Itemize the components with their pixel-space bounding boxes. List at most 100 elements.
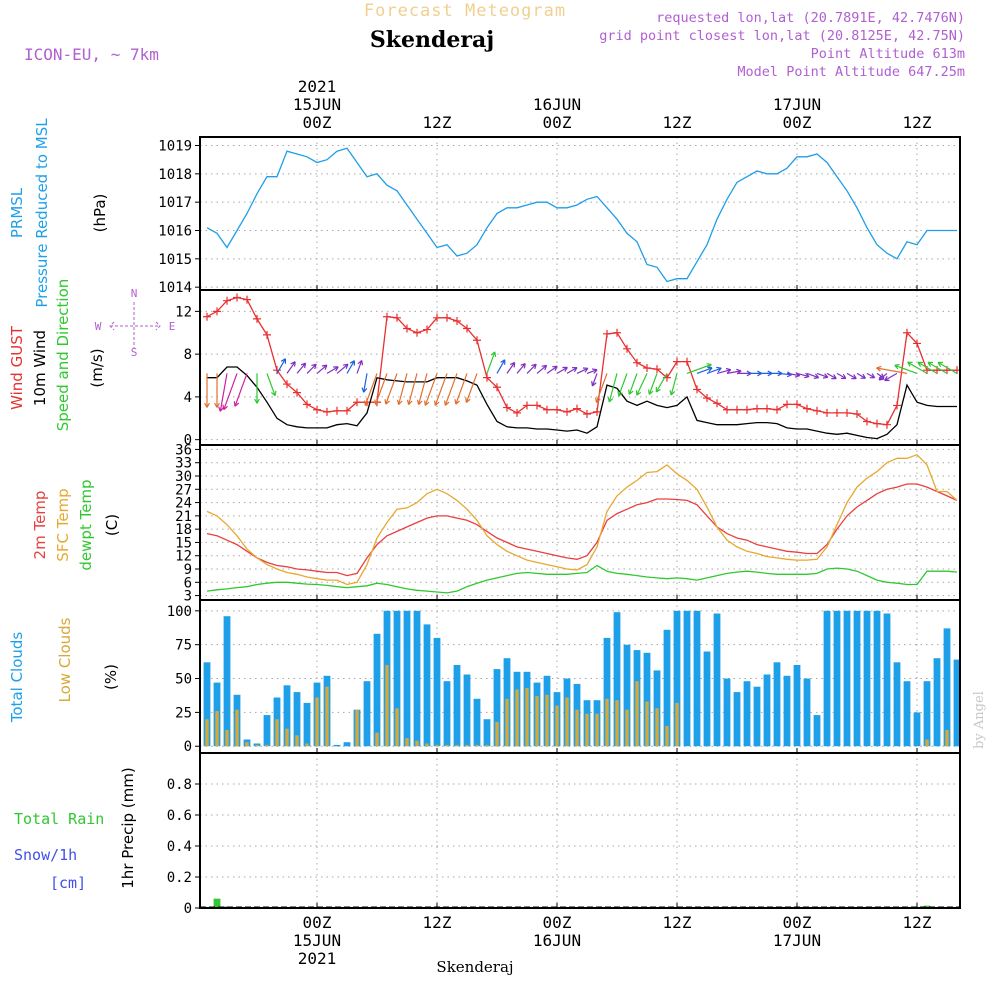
gust-marker [753, 404, 761, 413]
wind-direction-arrow [286, 361, 296, 374]
bar-low-clouds [945, 730, 949, 747]
gust-marker [593, 407, 601, 416]
bar-low-clouds [235, 709, 239, 747]
pressure-units: (hPa) [91, 194, 109, 233]
wind-direction-arrow [816, 372, 829, 379]
y-tick-label: 0.8 [167, 777, 192, 793]
gust-marker [393, 313, 401, 322]
bar-total-clouds [603, 637, 611, 747]
bar-total-clouds [943, 628, 951, 747]
y-tick-label: 1015 [158, 252, 192, 268]
y-tick-label: 24 [175, 496, 192, 512]
bar-low-clouds [215, 711, 219, 747]
bar-total-clouds [883, 613, 891, 747]
bar-total-clouds [623, 644, 631, 747]
bar-total-clouds [763, 674, 771, 747]
panel-frame [199, 752, 961, 909]
y-tick-label: 25 [175, 705, 192, 721]
gust-marker [813, 406, 821, 415]
bar-low-clouds [265, 744, 269, 747]
bar-low-clouds [495, 721, 499, 747]
y-tick-label: 18 [175, 522, 192, 538]
wind-direction-arrow [686, 363, 712, 374]
y-tick-label: 1019 [158, 139, 192, 155]
wind-gust-label: Wind GUST [8, 325, 26, 410]
gust-marker [603, 329, 611, 338]
gust-marker [523, 401, 531, 410]
gust-marker [543, 405, 551, 414]
bar-low-clouds [275, 719, 279, 747]
panel-clouds [195, 599, 961, 754]
wind-direction-arrow [595, 373, 608, 403]
wind-direction-arrow [296, 362, 307, 374]
bar-total-clouds [343, 742, 351, 747]
panel-frame [199, 289, 961, 446]
gust-marker [233, 293, 241, 302]
gust-marker [723, 405, 731, 414]
bar-total-clouds [333, 744, 341, 747]
y-tick-label: 27 [175, 482, 192, 498]
wind-direction-arrow [364, 373, 378, 406]
bar-total-clouds [373, 633, 381, 747]
bottom-tick-hour: 12Z [903, 913, 932, 932]
bar-total-clouds [803, 678, 811, 747]
bar-low-clouds [625, 709, 629, 747]
top-tick-date: 17JUN [773, 95, 821, 114]
gust-marker [763, 404, 771, 413]
gust-marker [443, 313, 451, 322]
wind-direction-arrow [326, 366, 339, 374]
series-line-2m-temp [206, 483, 958, 577]
bar-total-clouds [293, 692, 301, 747]
wind-direction-arrow [648, 373, 658, 395]
wind-direction-arrow [396, 373, 408, 406]
wind-direction-arrow [878, 372, 888, 381]
bar-total-clouds [863, 610, 871, 747]
wind-direction-arrow [496, 359, 506, 374]
gust-marker [653, 365, 661, 374]
top-tick-hour: 12Z [663, 113, 692, 132]
bar-total-clouds [203, 662, 211, 747]
gust-marker [423, 325, 431, 334]
gust-marker [573, 404, 581, 413]
top-tick-hour: 00Z [543, 113, 572, 132]
gust-marker [243, 295, 251, 304]
y-tick-label: 15 [175, 535, 192, 551]
gust-marker [733, 405, 741, 414]
compass-e: E [169, 320, 176, 333]
gust-marker [873, 419, 881, 428]
gust-marker [533, 401, 541, 410]
bar-total-clouds [303, 702, 311, 747]
gust-marker [323, 407, 331, 416]
y-tick-label: 1017 [158, 195, 192, 211]
bar-total-clouds [433, 637, 441, 747]
bar-total-clouds [473, 698, 481, 747]
y-tick-label: 1016 [158, 224, 192, 240]
gust-marker [783, 400, 791, 409]
wind-direction-arrow [796, 372, 810, 379]
bar-total-clouds [933, 658, 941, 747]
bar-low-clouds [505, 698, 509, 747]
wind-direction-arrow [591, 373, 598, 387]
gust-marker [683, 357, 691, 366]
gust-marker [703, 393, 711, 402]
wind-direction-arrow [444, 373, 458, 406]
bar-low-clouds [595, 713, 599, 747]
y-tick-label: 3 [184, 589, 192, 605]
bar-total-clouds [413, 610, 421, 747]
model-label: ICON-EU, ~ 7km [24, 45, 159, 64]
wind-direction-arrow [214, 373, 220, 408]
compass-n: N [131, 287, 138, 300]
wind-direction-arrow [233, 373, 248, 407]
gust-marker [843, 408, 851, 417]
bar-low-clouds [315, 697, 319, 747]
top-tick-hour: 00Z [303, 113, 332, 132]
compass-w: W [95, 320, 102, 333]
temp-units: (C) [103, 514, 121, 536]
gust-marker [253, 314, 261, 323]
wind-direction-arrow [424, 373, 438, 406]
bar-total-clouds [703, 651, 711, 747]
wind-dir-label: Speed and Direction [54, 279, 72, 432]
bar-low-clouds [545, 694, 549, 747]
wind-direction-arrow [546, 365, 558, 374]
bar-total-clouds [833, 610, 841, 747]
